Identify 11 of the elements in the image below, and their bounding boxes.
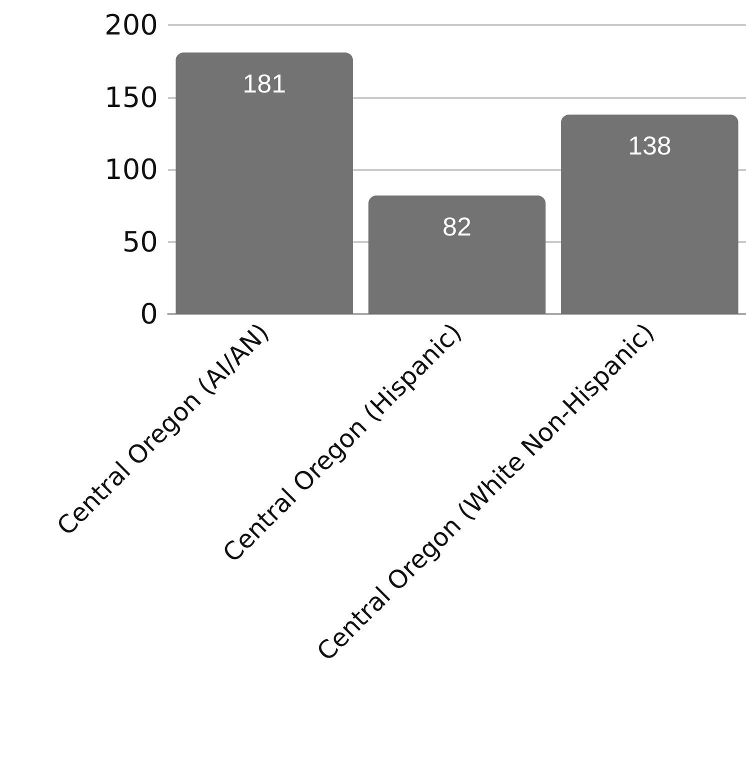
data-label: 181: [242, 68, 286, 98]
y-tick-label: 200: [104, 8, 158, 42]
data-label: 138: [628, 130, 672, 161]
bar: [561, 114, 738, 314]
y-tick-label: 0: [140, 298, 158, 330]
y-tick-label: 50: [122, 225, 158, 258]
y-tick-label: 100: [104, 153, 158, 186]
y-tick-label: 150: [104, 80, 158, 114]
data-label: 82: [442, 212, 472, 242]
bar: [176, 52, 353, 314]
bar: [368, 196, 546, 314]
